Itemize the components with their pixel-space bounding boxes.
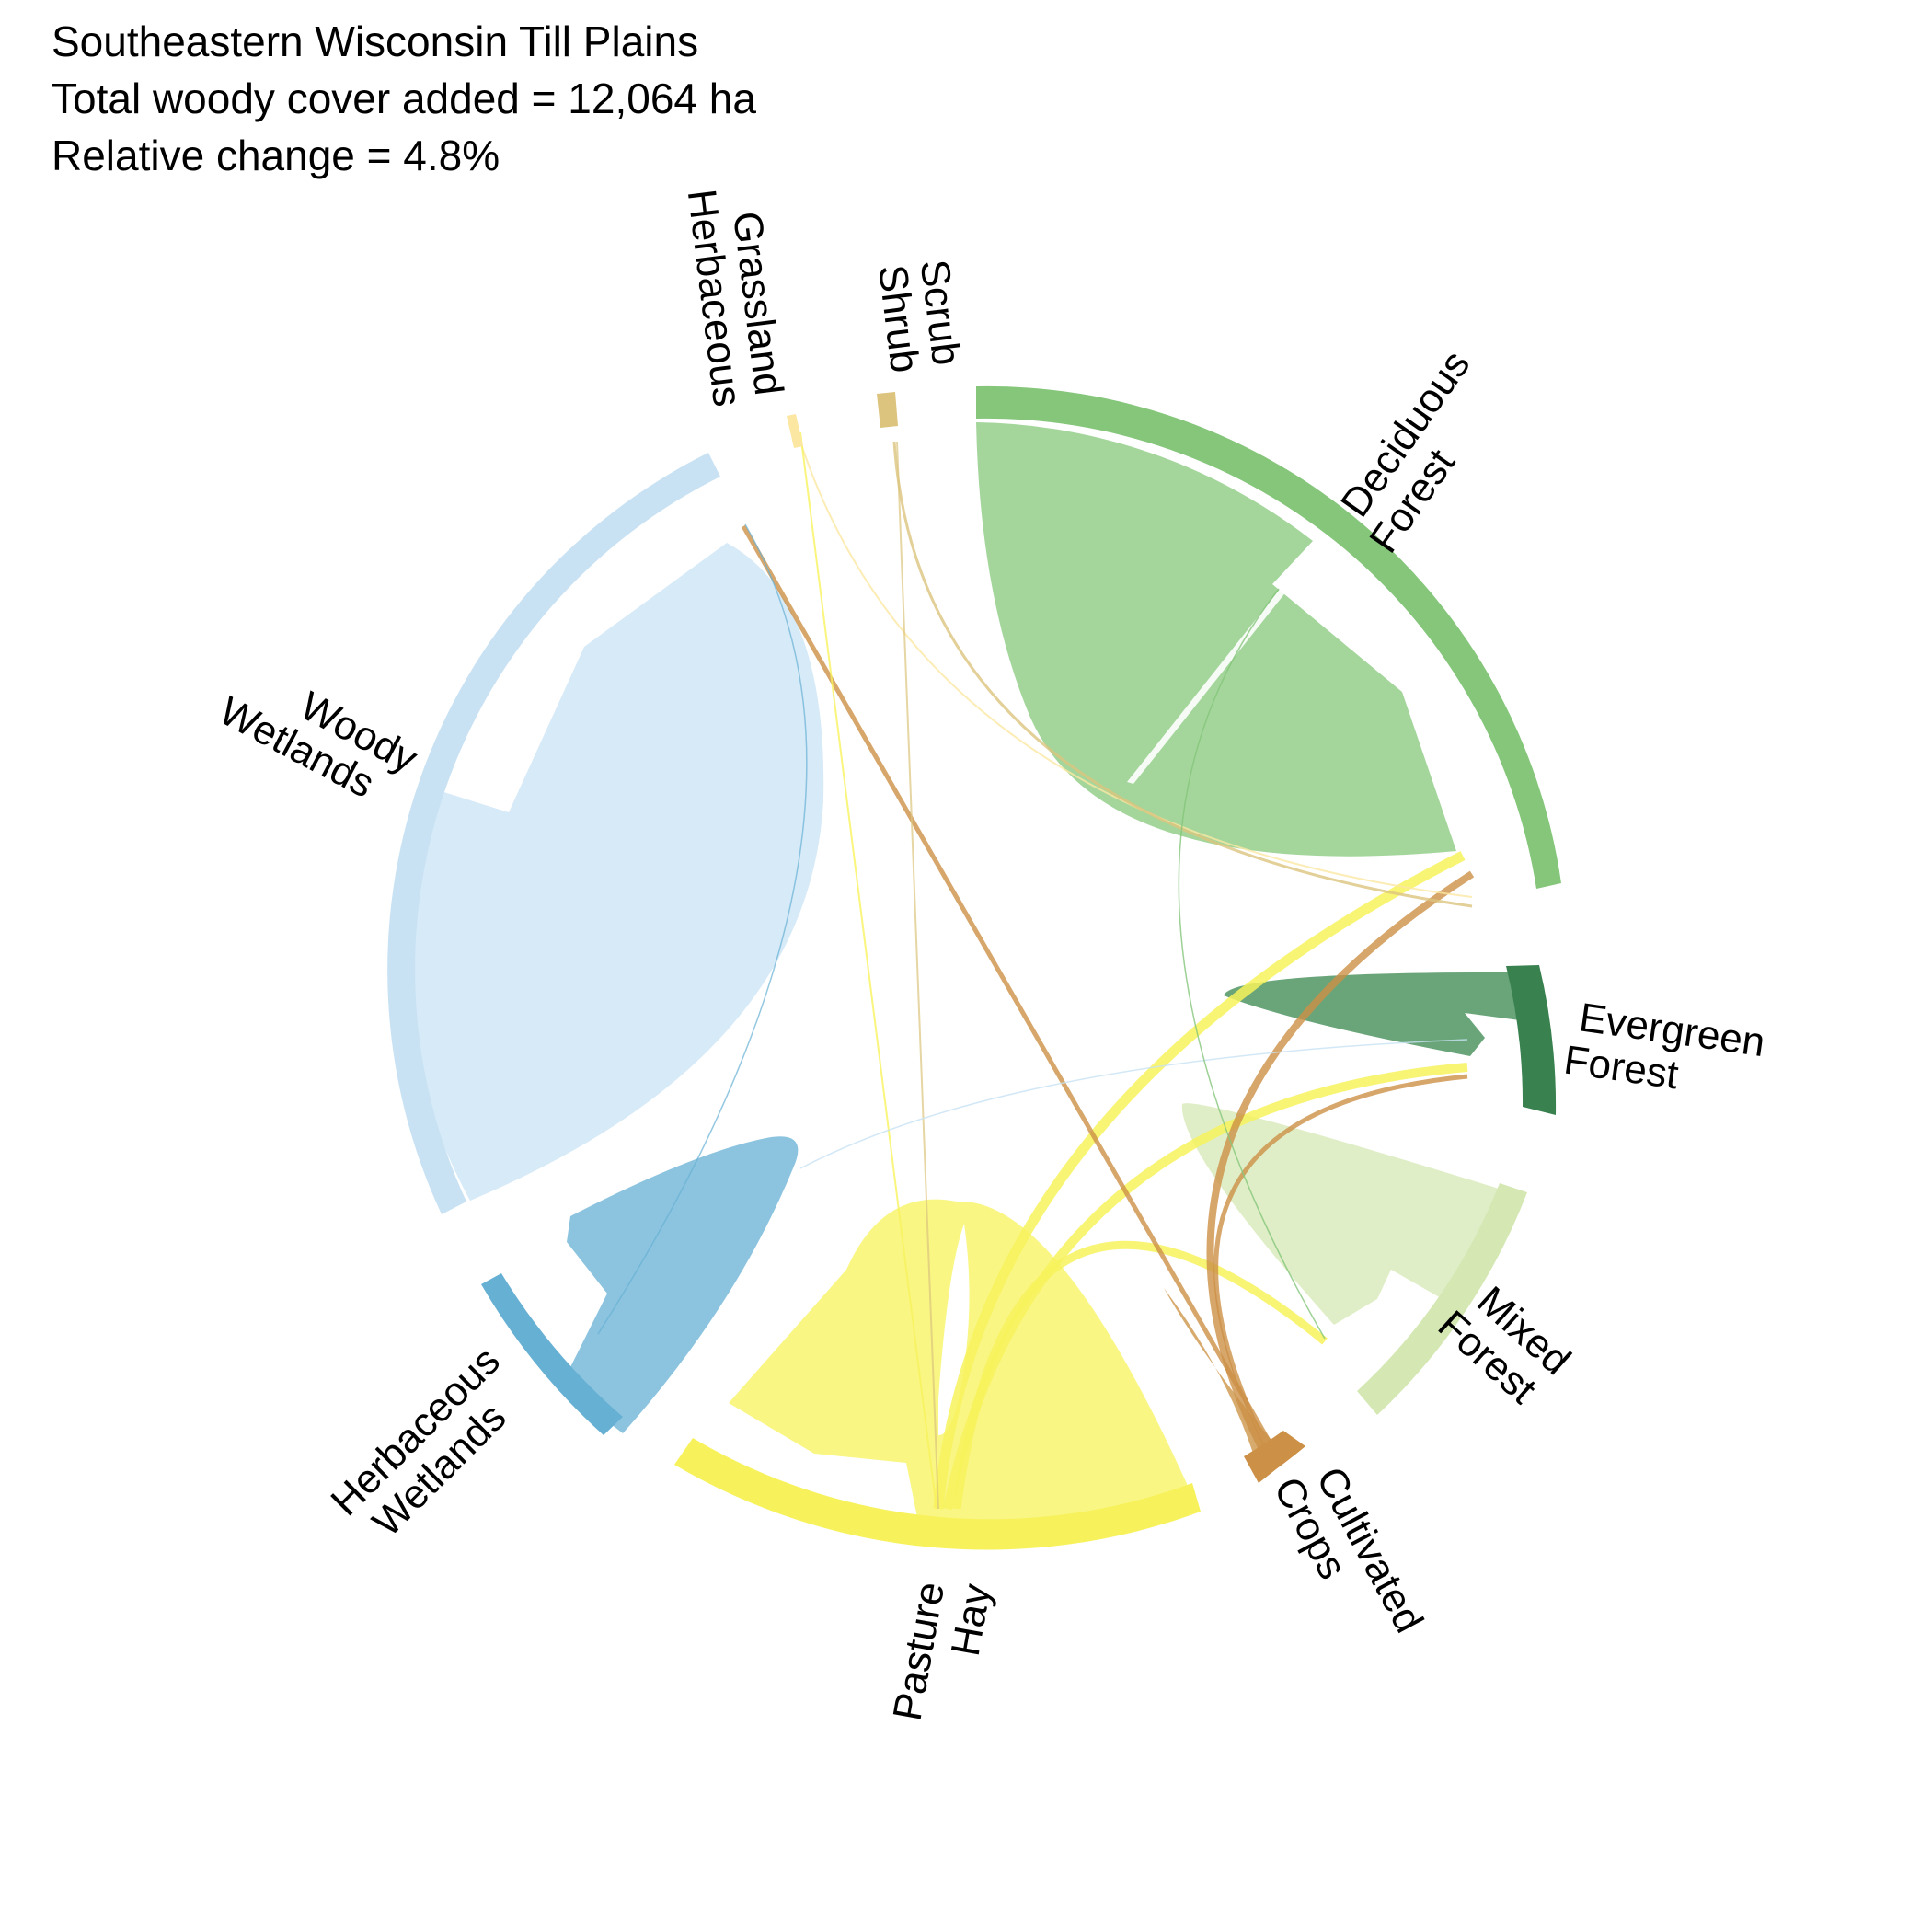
label-woody-wetlands: Woody Wetlands: [212, 650, 434, 824]
arc-cultivated-crops[interactable]: [1244, 1431, 1305, 1483]
arc-pasture-hay[interactable]: [674, 1438, 1201, 1550]
chord-shrub-pasture: [896, 441, 939, 1510]
sector-arcs: [387, 385, 1561, 1550]
arc-grassland-herbaceous[interactable]: [787, 414, 803, 448]
chord-woody-evergreen: [799, 1039, 1468, 1169]
arc-herbaceous-wetlands[interactable]: [481, 1273, 623, 1435]
chord-pasture-deciduous: [933, 851, 1466, 1510]
label-pasture-hay: Pasture Hay: [885, 1568, 1001, 1732]
arc-evergreen-forest[interactable]: [1506, 965, 1557, 1115]
arc-woody-wetlands[interactable]: [387, 453, 720, 1214]
chord-deciduous-mixed: [1178, 588, 1326, 1340]
chord-mixed-self: [1181, 1103, 1523, 1325]
chord-evergreen-self: [1224, 972, 1541, 1056]
chord-grassland-deciduous: [795, 427, 1473, 898]
chord-deciduous-inner: [1127, 587, 1287, 784]
chord-deciduous-self: [976, 422, 1456, 857]
chords: [400, 422, 1541, 1535]
arc-shrub-scrub[interactable]: [877, 392, 898, 428]
label-shrub-scrub: Shrub Scrub: [869, 258, 971, 386]
chord-grassland-pasture: [799, 431, 937, 1510]
chord-pasture-mixed: [952, 1240, 1328, 1510]
chart-header: Southeastern Wisconsin Till Plains Total…: [52, 13, 756, 184]
arc-mixed-forest[interactable]: [1357, 1183, 1527, 1415]
label-cultivated-crops: Cultivated Crops: [1265, 1450, 1437, 1670]
chart-title: Southeastern Wisconsin Till Plains: [52, 17, 699, 65]
relative-change-text: Relative change = 4.8%: [52, 132, 500, 179]
chord-cultivated-evergreen: [1213, 1074, 1468, 1465]
total-woody-cover-text: Total woody cover added = 12,064 ha: [52, 75, 756, 122]
arc-deciduous-forest[interactable]: [976, 385, 1561, 890]
label-evergreen-forest: Evergreen Forest: [1561, 994, 1779, 1110]
chord-woody-wetlands-self: [400, 543, 824, 1201]
label-grassland-herbaceous: Grassland Herbaceous: [679, 181, 793, 414]
label-herbaceous-wetlands: Herbaceous Wetlands: [322, 1330, 547, 1556]
chord-woody-herbwet: [597, 523, 808, 1335]
chord-shrub-deciduous: [892, 441, 1473, 908]
chord-herbwet-self: [561, 1136, 799, 1433]
